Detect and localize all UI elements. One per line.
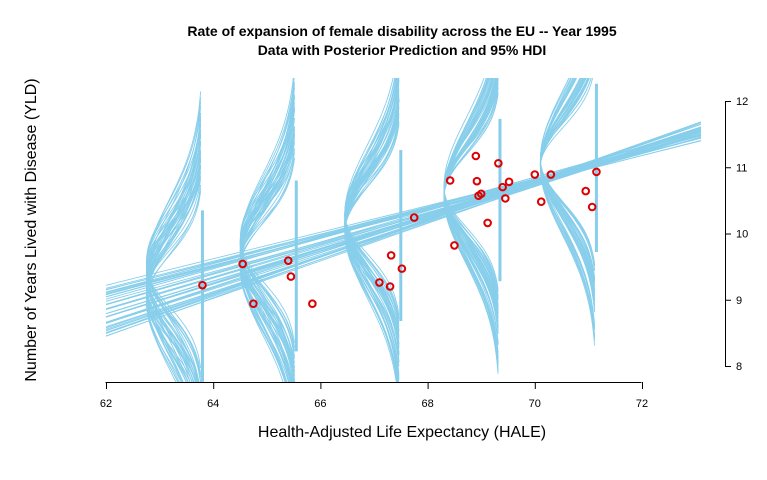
data-point (483, 218, 492, 228)
data-point (498, 182, 507, 192)
posterior-lines (105, 78, 702, 382)
data-point (286, 272, 296, 281)
data-point (476, 189, 486, 199)
y-tick-label: 12 (736, 96, 748, 108)
posterior-line (105, 126, 702, 324)
posterior-density-curve (539, 78, 595, 311)
hdi-bars (200, 83, 598, 382)
data-point (385, 282, 395, 291)
data-point (238, 259, 247, 269)
y-tick-label: 10 (736, 229, 748, 241)
x-tick-label: 68 (421, 398, 433, 410)
plot-area (105, 78, 702, 382)
data-point (375, 278, 384, 287)
y-tick-label: 8 (736, 361, 742, 373)
x-tick-label: 64 (207, 398, 219, 410)
data-point (471, 151, 481, 161)
y-tick-label: 11 (736, 162, 747, 174)
chart-subtitle: Data with Posterior Prediction and 95% H… (258, 42, 547, 58)
y-axis-label: Number of Years Lived with Disease (YLD) (23, 78, 40, 381)
data-point (472, 176, 482, 186)
x-tick-label: 62 (100, 398, 112, 410)
data-point (409, 213, 419, 222)
x-axis: 62 64 66 68 70 72 (100, 382, 648, 410)
data-points (198, 151, 601, 309)
data-point (546, 170, 556, 179)
posterior-density-curve (443, 78, 499, 345)
x-tick-label: 66 (314, 398, 326, 410)
posterior-line (105, 140, 702, 294)
y-axis: 8 9 10 11 12 (725, 96, 748, 373)
x-axis-label: Health-Adjusted Life Expectancy (HALE) (258, 424, 546, 441)
posterior-line (105, 127, 702, 337)
data-point (198, 280, 207, 290)
data-point (308, 299, 317, 309)
data-point (386, 251, 396, 260)
data-point (581, 186, 591, 196)
posterior-density-curve (146, 151, 202, 382)
data-point (450, 241, 459, 250)
posterior-density-curve (239, 118, 295, 382)
data-point (592, 167, 601, 177)
data-point (504, 177, 514, 187)
y-tick-label: 9 (736, 295, 742, 307)
posterior-line (105, 122, 702, 337)
chart-title: Rate of expansion of female disability a… (187, 23, 616, 39)
posterior-density-curve (146, 135, 202, 382)
x-tick-label: 70 (529, 398, 541, 410)
data-point (587, 202, 597, 212)
posterior-line (105, 121, 702, 334)
data-point (536, 197, 546, 206)
data-point (530, 170, 540, 179)
data-point (494, 158, 503, 168)
data-point (445, 176, 455, 185)
data-point (249, 299, 258, 309)
data-point (501, 194, 510, 203)
data-point (283, 256, 293, 265)
data-point (397, 264, 407, 273)
posterior-density-curve (344, 80, 400, 381)
x-tick-label: 72 (636, 398, 648, 410)
